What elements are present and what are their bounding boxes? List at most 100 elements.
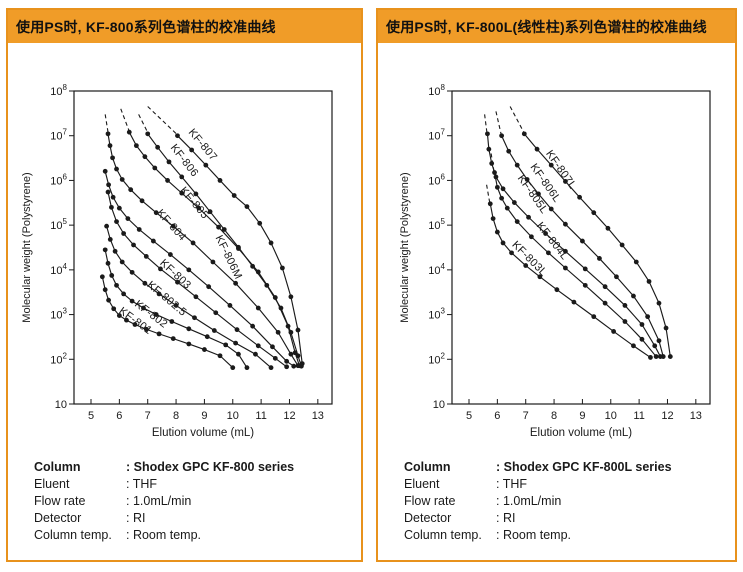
- x-tick-label: 8: [551, 410, 557, 422]
- data-point-marker: [186, 341, 192, 347]
- y-tick-label: 10: [433, 399, 445, 411]
- data-point-marker: [129, 298, 135, 304]
- data-point-marker: [107, 143, 113, 149]
- data-point-marker: [631, 293, 636, 299]
- data-point-marker: [230, 365, 236, 371]
- x-axis-title: Elution volume (mL): [530, 427, 632, 439]
- y-tick-label: 102: [50, 351, 67, 366]
- data-point-marker: [521, 131, 527, 137]
- data-point-marker: [253, 351, 258, 357]
- x-tick-label: 10: [605, 410, 617, 422]
- data-point-marker: [667, 354, 673, 359]
- data-point-marker: [153, 312, 159, 317]
- data-point-marker: [523, 263, 529, 268]
- data-point-marker: [213, 310, 219, 316]
- data-point-marker: [105, 260, 111, 266]
- condition-row: Flow rate: 1.0mL/min: [404, 493, 735, 510]
- y-tick-label: 104: [428, 262, 445, 277]
- data-point-marker: [633, 259, 639, 265]
- data-point-marker: [577, 194, 582, 200]
- data-point-marker: [109, 273, 115, 278]
- plot-frame: [73, 90, 333, 405]
- data-point-marker: [110, 155, 115, 161]
- data-point-marker: [196, 205, 202, 211]
- curve-extrapolation-dashed: [104, 114, 109, 134]
- data-point-marker: [485, 131, 490, 137]
- data-point-marker: [656, 300, 662, 306]
- data-point-marker: [494, 184, 500, 190]
- panel-kf800l-series: 使用PS时, KF-800L(线性柱)系列色谱柱的校准曲线 5 6 7 8 9 10 11 1…: [376, 8, 737, 562]
- data-point-marker: [605, 225, 611, 231]
- condition-label: Eluent: [34, 477, 70, 491]
- data-point-marker: [639, 336, 645, 342]
- data-point-marker: [639, 322, 645, 327]
- curve-label: KF-803L: [509, 239, 549, 279]
- data-point-marker: [534, 146, 540, 152]
- data-point-marker: [270, 344, 275, 350]
- data-point-marker: [221, 227, 227, 232]
- data-point-marker: [548, 162, 554, 168]
- data-point-marker: [614, 274, 619, 280]
- calibration-curve: [107, 191, 287, 368]
- data-point-marker: [545, 250, 551, 256]
- data-point-marker: [114, 282, 119, 288]
- data-point-marker: [126, 129, 132, 135]
- x-tick-label: 7: [523, 410, 529, 422]
- data-point-marker: [504, 205, 510, 211]
- y-tick-label: 102: [428, 351, 445, 366]
- data-point-marker: [216, 224, 221, 230]
- condition-value: : Shodex GPC KF-800 series: [126, 460, 295, 474]
- data-point-marker: [231, 193, 237, 198]
- data-point-marker: [141, 305, 146, 311]
- conditions-list-kf800l: Column: Shodex GPC KF-800L series Eluent:…: [404, 459, 735, 544]
- data-point-marker: [112, 248, 118, 254]
- x-tick-label: 13: [312, 410, 324, 422]
- x-tick-label: 13: [690, 410, 702, 422]
- data-point-marker: [291, 363, 297, 369]
- x-axis-title: Elution volume (mL): [152, 427, 254, 439]
- data-point-marker: [102, 247, 108, 253]
- data-point-marker: [543, 231, 548, 236]
- data-point-marker: [170, 223, 176, 229]
- curve-label: KF-805: [177, 185, 211, 222]
- x-tick-label: 5: [88, 410, 94, 422]
- x-tick-label: 8: [173, 410, 179, 422]
- data-point-marker: [217, 353, 223, 359]
- curve-extrapolation-dashed: [509, 106, 525, 135]
- data-point-marker: [158, 266, 163, 272]
- data-point-marker: [663, 325, 669, 331]
- data-point-marker: [105, 131, 111, 137]
- data-point-marker: [186, 267, 192, 273]
- data-point-marker: [268, 365, 274, 371]
- data-point-marker: [192, 315, 197, 321]
- data-point-marker: [536, 191, 541, 197]
- calibration-curve: [493, 172, 657, 357]
- condition-row: Column: Shodex GPC KF-800L series: [404, 459, 735, 476]
- data-point-marker: [652, 343, 658, 349]
- data-point-marker: [660, 354, 666, 359]
- data-point-marker: [244, 204, 250, 209]
- data-point-marker: [179, 174, 185, 180]
- data-point-marker: [104, 223, 110, 229]
- x-tick-label: 12: [283, 410, 295, 422]
- condition-label: Flow rate: [404, 494, 456, 508]
- calibration-curve: [107, 133, 299, 366]
- data-point-marker: [537, 274, 543, 280]
- data-point-marker: [170, 336, 176, 342]
- data-point-marker: [597, 256, 602, 261]
- data-point-marker: [571, 299, 577, 305]
- curve-extrapolation-dashed: [484, 114, 488, 135]
- data-point-marker: [524, 177, 530, 182]
- data-point-marker: [622, 303, 628, 308]
- condition-row: Column temp.: Room temp.: [404, 527, 735, 544]
- panel-kf800-series: 使用PS时, KF-800系列色谱柱的校准曲线 5 6 7 8 9 10 11 12 13 10 1…: [6, 8, 363, 562]
- condition-label: Flow rate: [34, 494, 86, 508]
- data-point-marker: [175, 133, 180, 139]
- data-point-marker: [99, 274, 105, 280]
- data-point-marker: [295, 327, 301, 333]
- data-point-marker: [602, 300, 608, 306]
- data-point-marker: [202, 347, 207, 352]
- data-point-marker: [106, 182, 111, 188]
- data-point-marker: [563, 248, 568, 254]
